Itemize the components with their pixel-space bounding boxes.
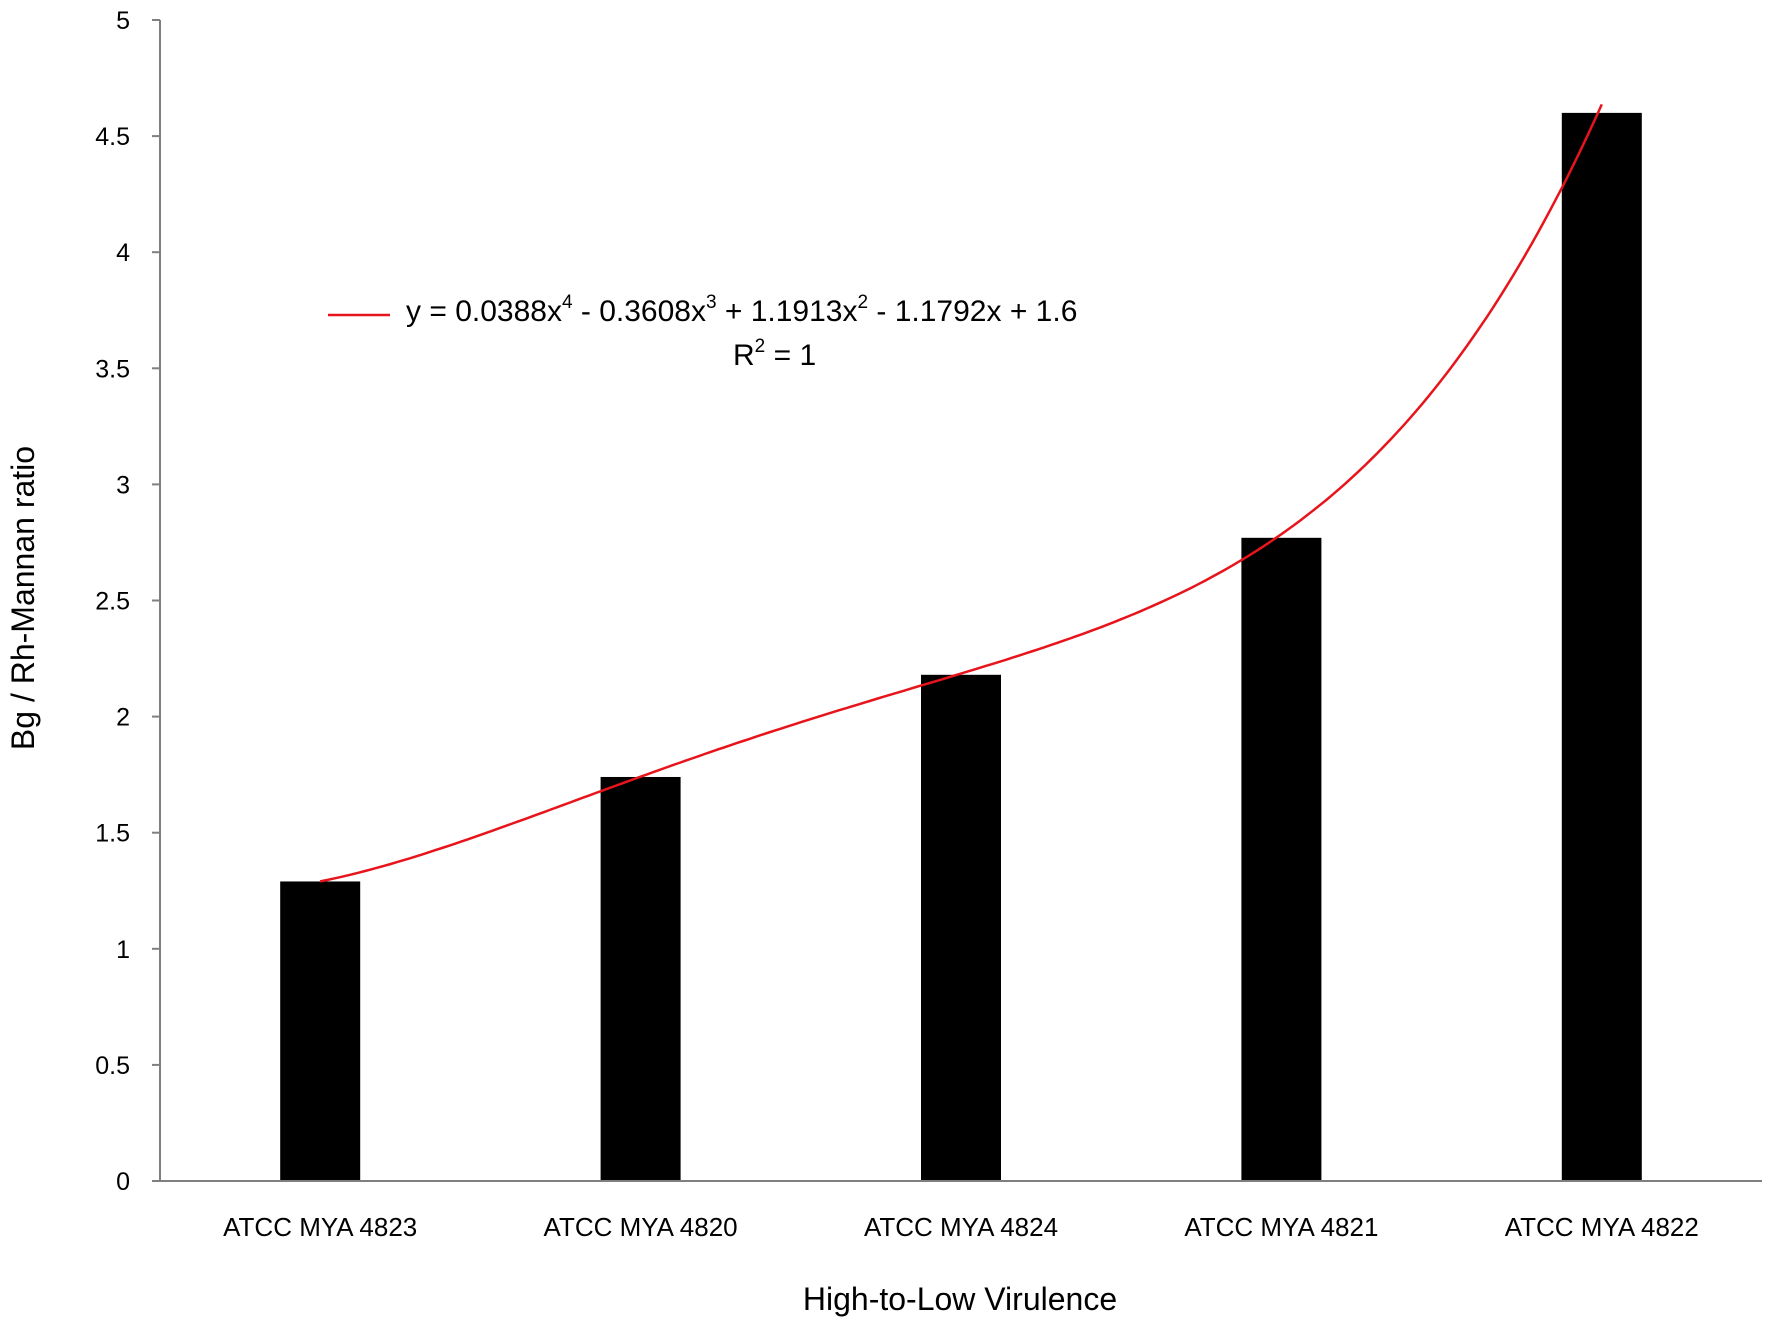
y-tick-label: 3 xyxy=(116,471,130,499)
bar xyxy=(921,674,1001,1181)
y-axis-title: Bg / Rh-Mannan ratio xyxy=(5,446,41,750)
trendline-equation: y = 0.0388x4 - 0.3608x3 + 1.1913x2 - 1.1… xyxy=(406,292,1077,328)
y-tick-label: 5 xyxy=(116,7,130,35)
y-tick-label: 1.5 xyxy=(95,820,130,848)
x-axis-labels: ATCC MYA 4823 ATCC MYA 4820 ATCC MYA 4824 A… xyxy=(223,1212,1699,1242)
axes xyxy=(159,20,1762,1182)
equation-exponent: 2 xyxy=(857,292,868,313)
y-tick-label: 2.5 xyxy=(95,588,130,616)
equation-exponent: 4 xyxy=(562,292,573,313)
y-tick-label: 4.5 xyxy=(95,123,130,151)
equation-exponent: 3 xyxy=(706,292,717,313)
equation-part: - 1.1792x + 1.6 xyxy=(868,295,1077,328)
y-tick-label: 0.5 xyxy=(95,1052,130,1080)
x-tick-label: ATCC MYA 4823 xyxy=(223,1212,417,1242)
y-axis-ticks: 0 0.5 1 1.5 2 2.5 3 3.5 4 4.5 5 xyxy=(95,7,160,1196)
x-tick-label: ATCC MYA 4820 xyxy=(544,1212,738,1242)
y-tick-label: 2 xyxy=(116,704,130,732)
x-tick-label: ATCC MYA 4824 xyxy=(864,1212,1058,1242)
trendline-curve xyxy=(319,103,1603,883)
x-axis-title: High-to-Low Virulence xyxy=(803,1281,1117,1317)
x-tick-label: ATCC MYA 4821 xyxy=(1184,1212,1378,1242)
trendline-r-squared: R2 = 1 xyxy=(733,336,816,372)
equation-part: y = 0.0388x xyxy=(406,295,562,328)
bar xyxy=(1561,112,1642,1181)
trendline-legend: y = 0.0388x4 - 0.3608x3 + 1.1913x2 - 1.1… xyxy=(328,292,1077,372)
x-tick-label: ATCC MYA 4822 xyxy=(1505,1212,1699,1242)
bar xyxy=(280,881,361,1181)
equation-part: - 0.3608x xyxy=(573,295,706,328)
r2-part: = 1 xyxy=(765,339,816,372)
bar xyxy=(1241,537,1322,1181)
r2-part: R xyxy=(733,339,755,372)
equation-part: + 1.1913x xyxy=(717,295,858,328)
y-tick-label: 0 xyxy=(116,1168,130,1196)
bars xyxy=(280,112,1642,1181)
y-tick-label: 1 xyxy=(116,936,130,964)
bar xyxy=(600,776,681,1181)
r2-exponent: 2 xyxy=(755,336,766,357)
y-tick-label: 3.5 xyxy=(95,355,130,383)
y-tick-label: 4 xyxy=(116,239,130,267)
